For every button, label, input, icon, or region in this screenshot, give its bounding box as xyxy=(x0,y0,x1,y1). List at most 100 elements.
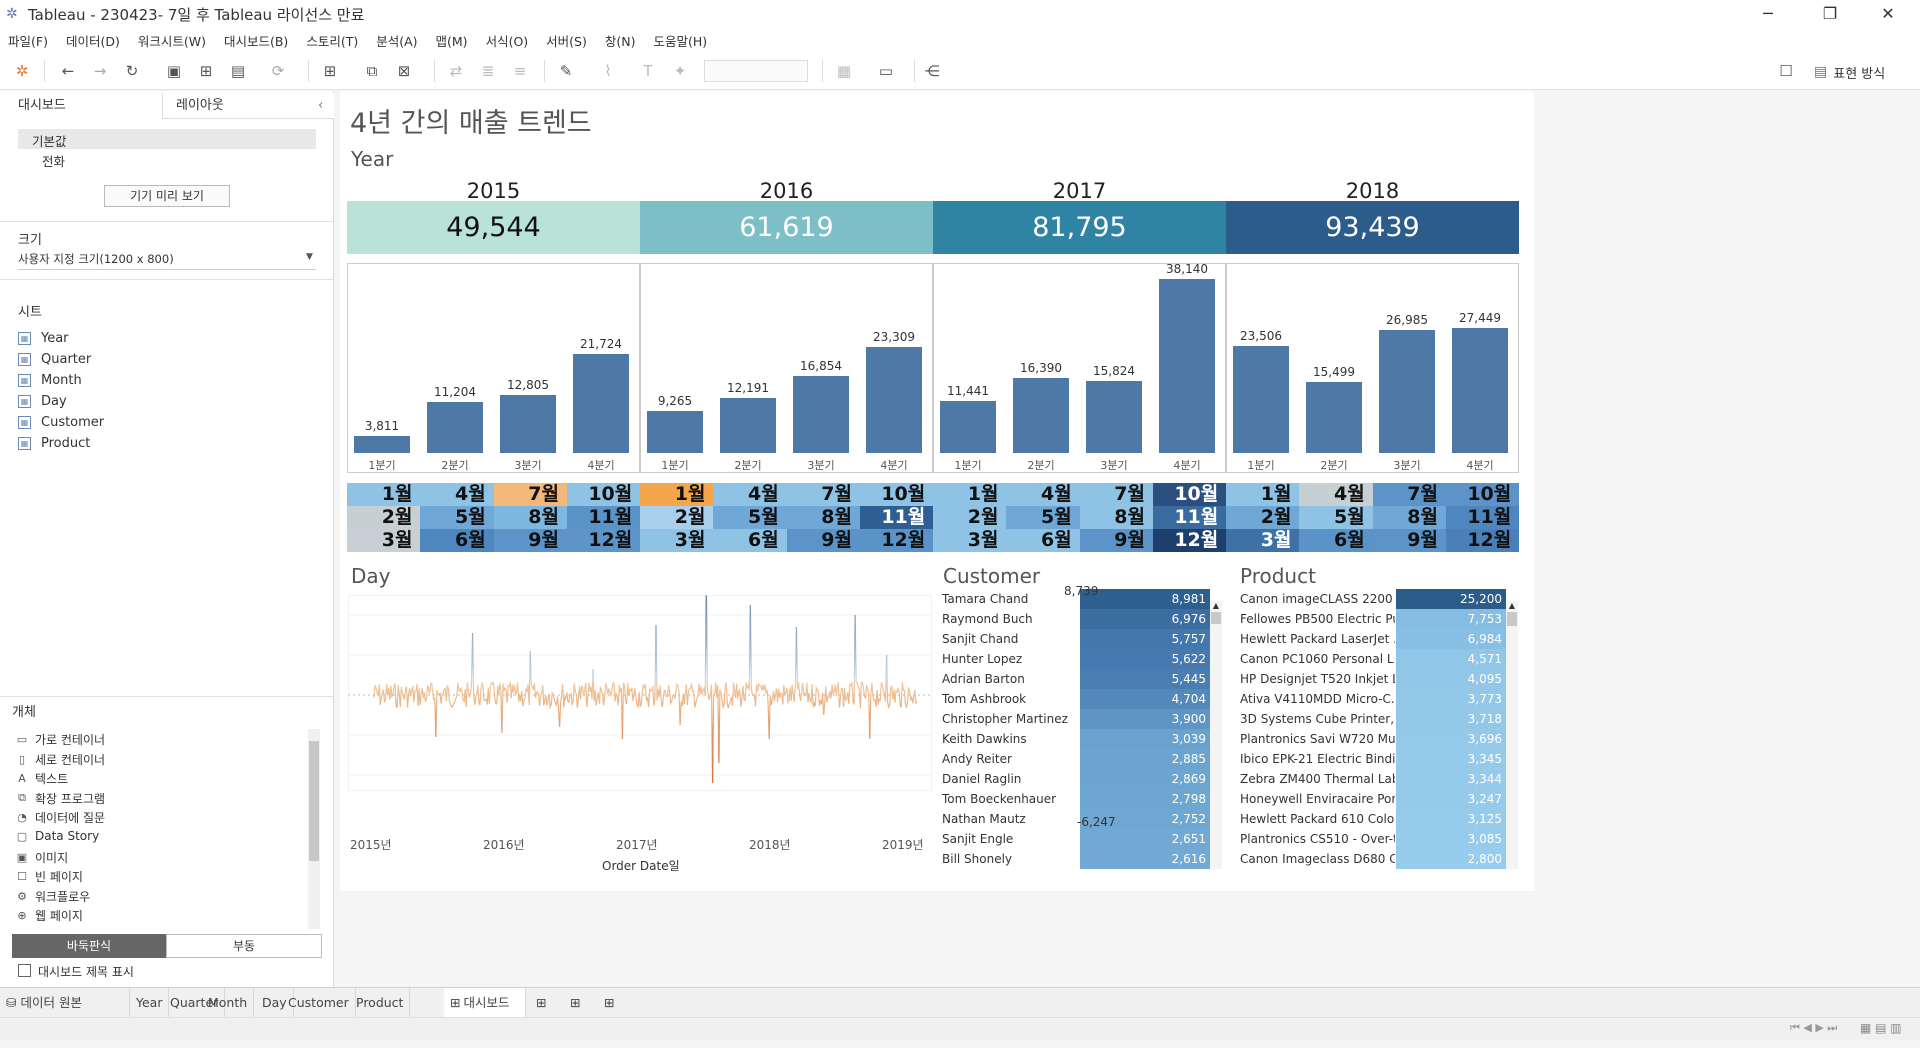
object-item[interactable]: A 텍스트 xyxy=(15,770,68,787)
menu-item[interactable]: 서버(S) xyxy=(546,33,587,49)
object-item[interactable]: ⚙ 워크플로우 xyxy=(15,888,90,905)
month-cell[interactable]: 5월 xyxy=(1299,506,1373,529)
quarter-bar[interactable] xyxy=(573,354,629,453)
size-dropdown[interactable]: 사용자 지정 크기(1200 x 800) xyxy=(18,252,174,266)
restore-button[interactable]: ❐ xyxy=(1822,4,1838,23)
month-cell[interactable]: 7월 xyxy=(1079,483,1153,506)
customer-value[interactable]: 2,869 xyxy=(1080,769,1210,789)
chevron-down-icon[interactable]: ▼ xyxy=(306,252,313,262)
object-item[interactable]: ☐ 빈 페이지 xyxy=(15,868,83,885)
save-icon[interactable]: ▣ xyxy=(166,62,182,80)
tableau-home-icon[interactable]: ✲ xyxy=(15,62,29,80)
customer-name[interactable]: Sanjit Engle xyxy=(942,832,1014,846)
month-cell[interactable]: 10월 xyxy=(1445,483,1520,506)
product-name[interactable]: Canon imageCLASS 2200 .. xyxy=(1240,592,1395,606)
customer-name[interactable]: Tom Boeckenhauer xyxy=(942,792,1057,806)
sheet-item-day[interactable]: ▦ Day xyxy=(18,394,67,409)
menu-item[interactable]: 분석(A) xyxy=(376,33,418,49)
customer-name[interactable]: Andy Reiter xyxy=(942,752,1012,766)
clear-sheet-icon[interactable]: ⊠ xyxy=(397,62,411,80)
month-cell[interactable]: 12월 xyxy=(566,529,641,552)
menu-item[interactable]: 대시보드(B) xyxy=(223,33,289,49)
new-worksheet-tab-icon[interactable]: ⊞ xyxy=(536,995,547,1010)
customer-value[interactable]: 2,752 xyxy=(1080,809,1210,829)
product-value[interactable]: 3,773 xyxy=(1396,689,1506,709)
month-cell[interactable]: 9월 xyxy=(493,529,567,552)
view-mode-icons[interactable]: ▦ ▤ ▥ xyxy=(1860,1021,1902,1035)
month-cell[interactable]: 1월 xyxy=(640,483,714,506)
month-cell[interactable]: 1월 xyxy=(933,483,1007,506)
customer-value[interactable]: 5,757 xyxy=(1080,629,1210,649)
month-cell[interactable]: 11월 xyxy=(566,506,641,529)
month-cell[interactable]: 5월 xyxy=(420,506,494,529)
product-name[interactable]: 3D Systems Cube Printer, .. xyxy=(1240,712,1395,726)
product-name[interactable]: Honeywell Enviracaire Port.. xyxy=(1240,792,1395,806)
month-cell[interactable]: 6월 xyxy=(1299,529,1373,552)
close-button[interactable]: ✕ xyxy=(1881,4,1895,23)
duplicate-icon[interactable]: ⧉ xyxy=(366,62,378,80)
month-cell[interactable]: 3월 xyxy=(347,529,421,552)
sort-desc-icon[interactable]: ≡ xyxy=(513,62,527,80)
tab-dashboard-1[interactable]: ⊞대시보드 1 xyxy=(444,988,526,1040)
customer-name[interactable]: Tamara Chand xyxy=(942,592,1029,606)
show-me-button[interactable]: ▤ 표현 방식 xyxy=(1814,64,1886,82)
new-story-tab-icon[interactable]: ⊞ xyxy=(604,995,615,1010)
sheet-item-year[interactable]: ▦ Year xyxy=(18,331,69,346)
month-cell[interactable]: 1월 xyxy=(347,483,421,506)
menu-item[interactable]: 데이터(D) xyxy=(65,33,120,49)
quarter-bar[interactable] xyxy=(647,410,703,453)
month-cell[interactable]: 5월 xyxy=(713,506,787,529)
product-value[interactable]: 3,125 xyxy=(1396,809,1506,829)
product-value[interactable]: 3,344 xyxy=(1396,769,1506,789)
pin-icon[interactable]: ✦ xyxy=(673,62,687,80)
tab-sheet-day[interactable]: Day xyxy=(256,988,294,1018)
product-name[interactable]: Fellowes PB500 Electric Pu.. xyxy=(1240,612,1395,626)
month-cell[interactable]: 12월 xyxy=(1152,529,1227,552)
customer-value[interactable]: 5,445 xyxy=(1080,669,1210,689)
month-cell[interactable]: 9월 xyxy=(786,529,860,552)
new-dashboard-tab-icon[interactable]: ⊞ xyxy=(570,995,581,1010)
quarter-bar[interactable] xyxy=(427,402,483,453)
customer-value[interactable]: 2,616 xyxy=(1080,849,1210,869)
product-value[interactable]: 3,085 xyxy=(1396,829,1506,849)
collapse-panel-button[interactable]: ‹ xyxy=(318,98,324,113)
object-item[interactable]: ⊕ 웹 페이지 xyxy=(15,907,83,924)
month-cell[interactable]: 9월 xyxy=(1079,529,1153,552)
product-name[interactable]: Hewlett Packard LaserJet .. xyxy=(1240,632,1395,646)
month-cell[interactable]: 4월 xyxy=(1006,483,1080,506)
month-cell[interactable]: 7월 xyxy=(786,483,860,506)
menu-item[interactable]: 파일(F) xyxy=(8,33,48,49)
month-cell[interactable]: 11월 xyxy=(859,506,934,529)
labels-icon[interactable]: T xyxy=(643,62,653,80)
quarter-bar[interactable] xyxy=(500,394,556,453)
customer-scrollbar[interactable]: ▲ xyxy=(1210,601,1222,869)
feedback-icon[interactable]: ☐ xyxy=(1779,62,1793,80)
month-cell[interactable]: 1월 xyxy=(1226,483,1300,506)
menu-item[interactable]: 서식(O) xyxy=(485,33,529,49)
month-cell[interactable]: 10월 xyxy=(566,483,641,506)
month-cell[interactable]: 8월 xyxy=(1079,506,1153,529)
year-kpi-tile[interactable]: 61,619 xyxy=(640,201,933,254)
month-cell[interactable]: 12월 xyxy=(1445,529,1520,552)
month-cell[interactable]: 3월 xyxy=(1226,529,1300,552)
quarter-bar[interactable] xyxy=(793,376,849,453)
object-item[interactable]: ▯ 세로 컨테이너 xyxy=(15,751,105,768)
swap-icon[interactable]: ⇄ xyxy=(449,62,463,80)
tab-sheet-quarter[interactable]: Quarter xyxy=(164,988,226,1018)
quarter-bar[interactable] xyxy=(1306,382,1362,453)
object-item[interactable]: ⧉ 확장 프로그램 xyxy=(15,790,105,807)
new-worksheet-icon[interactable]: ⊞ xyxy=(323,62,337,80)
share-icon[interactable]: ⋲ xyxy=(924,62,940,80)
customer-name[interactable]: Adrian Barton xyxy=(942,672,1025,686)
customer-value[interactable]: 3,900 xyxy=(1080,709,1210,729)
quarter-bar[interactable] xyxy=(1233,346,1289,453)
month-cell[interactable]: 4월 xyxy=(420,483,494,506)
year-kpi-tile[interactable]: 81,795 xyxy=(933,201,1226,254)
object-item[interactable]: ▢ Data Story xyxy=(16,829,100,843)
quarter-bar[interactable] xyxy=(940,400,996,453)
month-cell[interactable]: 6월 xyxy=(1006,529,1080,552)
redo-icon[interactable]: → xyxy=(93,62,107,80)
product-name[interactable]: Hewlett Packard 610 Colo.. xyxy=(1240,812,1395,826)
tab-layout[interactable]: 레이아웃 xyxy=(176,98,224,113)
customer-name[interactable]: Hunter Lopez xyxy=(942,652,1023,666)
